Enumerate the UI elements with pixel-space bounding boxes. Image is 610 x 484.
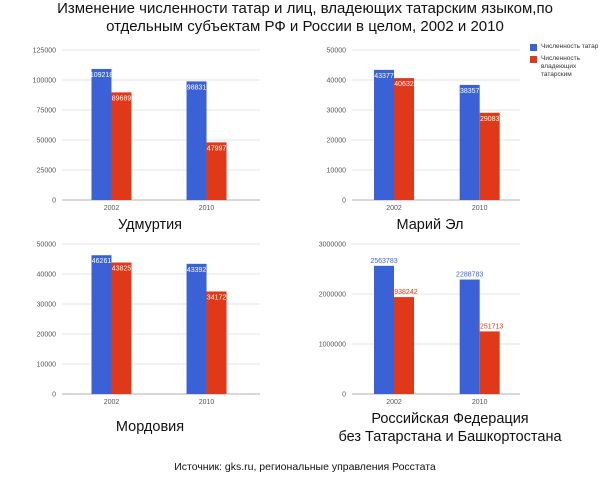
y-tick-label: 50000 xyxy=(37,242,57,249)
region-title-mari-el: Марий Эл xyxy=(396,217,464,233)
bar-speakers-2010 xyxy=(206,291,227,394)
chart-title: Изменение численности татар и лиц, владе… xyxy=(0,0,610,36)
data-label-speakers-2002: 1938242 xyxy=(390,289,417,296)
bar-tatars-2002 xyxy=(374,265,394,394)
y-tick-label: 125000 xyxy=(33,48,56,55)
y-tick-label: 2000000 xyxy=(319,292,346,299)
data-label-speakers-2002: 89689 xyxy=(112,95,132,102)
y-tick-label: 75000 xyxy=(37,108,57,115)
y-tick-label: 10000 xyxy=(37,362,57,369)
y-tick-label: 0 xyxy=(342,392,346,399)
legend-swatch-speakers xyxy=(530,56,537,63)
bar-tatars-2010 xyxy=(459,84,480,200)
data-label-speakers-2010: 47997 xyxy=(207,145,227,152)
bar-tatars-2010 xyxy=(186,263,207,394)
chart-russia: 0 1000000 2000000 3000000 2563783 1938242 2002… xyxy=(319,242,520,406)
legend-item-speakers: Численность владеющих татарским xyxy=(530,55,601,79)
region-title-mordovia: Мордовия xyxy=(115,419,185,435)
x-tick-label: 2010 xyxy=(199,399,215,406)
bar-speakers-2002 xyxy=(111,92,132,200)
y-tick-label: 0 xyxy=(52,198,56,205)
bar-speakers-2002 xyxy=(394,297,414,394)
region-title-russia-line-2: без Татарстана и Башкортостана xyxy=(338,429,562,445)
y-tick-label: 1000000 xyxy=(319,342,346,349)
data-label-tatars-2010: 43392 xyxy=(187,267,207,274)
data-label-tatars-2002: 2563783 xyxy=(370,258,397,265)
data-label-tatars-2002: 109218 xyxy=(90,72,113,79)
y-tick-label: 40000 xyxy=(37,272,57,279)
y-tick-label: 100000 xyxy=(33,78,56,85)
legend-item-tatars: Численность татар xyxy=(530,43,601,51)
data-label-speakers-2010: 34172 xyxy=(207,294,227,301)
source-note: Источник: gks.ru, региональные управлени… xyxy=(174,461,436,473)
region-title-udmurtia: Удмуртия xyxy=(117,217,183,233)
x-tick-label: 2002 xyxy=(104,399,120,406)
region-title-russia: Российская Федерация без Татарстана и Ба… xyxy=(320,410,580,446)
y-tick-label: 50000 xyxy=(327,48,347,55)
bar-tatars-2010 xyxy=(186,81,207,200)
y-tick-label: 0 xyxy=(342,198,346,205)
data-label-speakers-2002: 40632 xyxy=(394,81,414,88)
data-label-tatars-2002: 46261 xyxy=(92,258,112,265)
data-label-tatars-2010: 2288783 xyxy=(456,272,483,279)
x-tick-label: 2010 xyxy=(472,205,488,212)
bar-speakers-2010 xyxy=(206,142,227,200)
y-tick-label: 40000 xyxy=(327,78,347,85)
chart-udmurtia: 0 25000 50000 75000 100000 125000 109218 89689 2… xyxy=(33,48,260,212)
y-tick-label: 0 xyxy=(52,392,56,399)
bar-speakers-2010 xyxy=(479,112,500,200)
x-tick-label: 2002 xyxy=(386,399,402,406)
legend-label-tatars: Численность татар xyxy=(541,43,599,50)
x-tick-label: 2002 xyxy=(386,205,402,212)
y-tick-label: 30000 xyxy=(37,302,57,309)
y-tick-label: 3000000 xyxy=(319,242,346,249)
bar-tatars-2002 xyxy=(91,68,112,200)
data-label-speakers-2002: 43825 xyxy=(112,266,132,273)
y-tick-label: 10000 xyxy=(327,168,347,175)
data-label-speakers-2010: 29083 xyxy=(480,116,500,123)
x-tick-label: 2010 xyxy=(199,205,215,212)
y-tick-label: 20000 xyxy=(327,138,347,145)
x-tick-label: 2010 xyxy=(472,399,488,406)
bar-tatars-2010 xyxy=(459,279,480,394)
legend-label-speakers: Численность владеющих татарским xyxy=(541,55,581,78)
legend-swatch-tatars xyxy=(530,44,537,51)
data-label-speakers-2010: 1251713 xyxy=(476,323,503,330)
x-tick-label: 2002 xyxy=(104,205,120,212)
bar-speakers-2002 xyxy=(111,262,132,394)
legend: Численность татар Численность владеющих … xyxy=(530,43,601,83)
bar-speakers-2002 xyxy=(394,78,414,200)
title-line-1: Изменение численности татар и лиц, владе… xyxy=(57,0,553,17)
region-title-russia-line-1: Российская Федерация xyxy=(371,411,529,427)
data-label-tatars-2010: 98831 xyxy=(187,84,207,91)
data-label-tatars-2010: 38357 xyxy=(460,88,480,95)
data-label-tatars-2002: 43377 xyxy=(374,73,394,80)
bar-tatars-2002 xyxy=(374,69,394,200)
y-tick-label: 50000 xyxy=(37,138,57,145)
y-tick-label: 25000 xyxy=(37,168,57,175)
bar-tatars-2002 xyxy=(91,255,112,394)
y-tick-label: 30000 xyxy=(327,108,347,115)
y-tick-label: 20000 xyxy=(37,332,57,339)
bar-speakers-2010 xyxy=(479,331,500,394)
title-line-2: отдельным субъектам РФ и России в целом,… xyxy=(106,18,504,35)
